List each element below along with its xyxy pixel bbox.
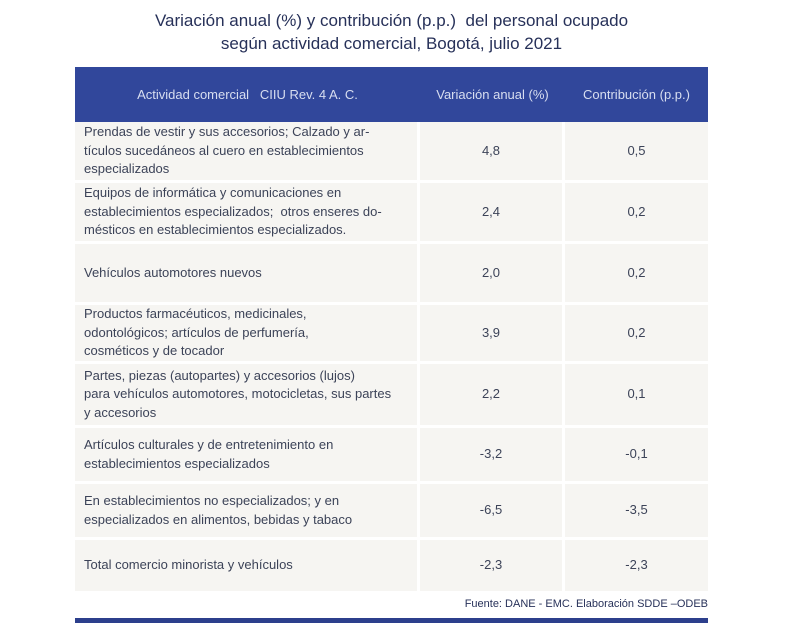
contribution-cell: 0,2 — [565, 183, 708, 241]
contribution-cell: -3,5 — [565, 484, 708, 537]
activity-cell: En establecimientos no especializados; y… — [75, 484, 417, 537]
variation-cell: 2,2 — [420, 364, 562, 425]
page-title: Variación anual (%) y contribución (p.p.… — [75, 9, 708, 55]
variation-cell: 3,9 — [420, 305, 562, 361]
source-note: Fuente: DANE - EMC. Elaboración SDDE –OD… — [464, 598, 708, 610]
activity-cell: Equipos de informática y comunicaciones … — [75, 183, 417, 241]
variation-cell: 2,4 — [420, 183, 562, 241]
title-line-2: según actividad comercial, Bogotá, julio… — [220, 34, 563, 53]
activity-cell: Total comercio minorista y vehículos — [75, 540, 417, 591]
bottom-rule — [75, 618, 708, 623]
variation-cell: -3,2 — [420, 428, 562, 481]
activity-cell: Vehículos automotores nuevos — [75, 244, 417, 302]
contribution-cell: 0,2 — [565, 244, 708, 302]
activity-cell: Partes, piezas (autopartes) y accesorios… — [75, 364, 417, 425]
column-header-contribucion: Contribución (p.p.) — [583, 87, 690, 102]
contribution-cell: 0,1 — [565, 364, 708, 425]
contribution-cell: 0,5 — [565, 122, 708, 180]
variation-cell: 4,8 — [420, 122, 562, 180]
contribution-cell: -2,3 — [565, 540, 708, 591]
title-line-1: Variación anual (%) y contribución (p.p.… — [154, 11, 629, 30]
variation-cell: -2,3 — [420, 540, 562, 591]
activity-cell: Productos farmacéuticos, medicinales, od… — [75, 305, 417, 361]
activity-cell: Artículos culturales y de entretenimient… — [75, 428, 417, 481]
contribution-cell: 0,2 — [565, 305, 708, 361]
contribution-cell: -0,1 — [565, 428, 708, 481]
column-header-actividad: Actividad comercial CIIU Rev. 4 A. C. — [137, 87, 358, 102]
table-body: Prendas de vestir y sus accesorios; Calz… — [75, 122, 708, 591]
column-header-variacion: Variación anual (%) — [436, 87, 549, 102]
variation-cell: -6,5 — [420, 484, 562, 537]
variation-cell: 2,0 — [420, 244, 562, 302]
activity-cell: Prendas de vestir y sus accesorios; Calz… — [75, 122, 417, 180]
data-table: Actividad comercial CIIU Rev. 4 A. C. Va… — [75, 67, 708, 591]
table-header-row: Actividad comercial CIIU Rev. 4 A. C. Va… — [75, 67, 708, 122]
